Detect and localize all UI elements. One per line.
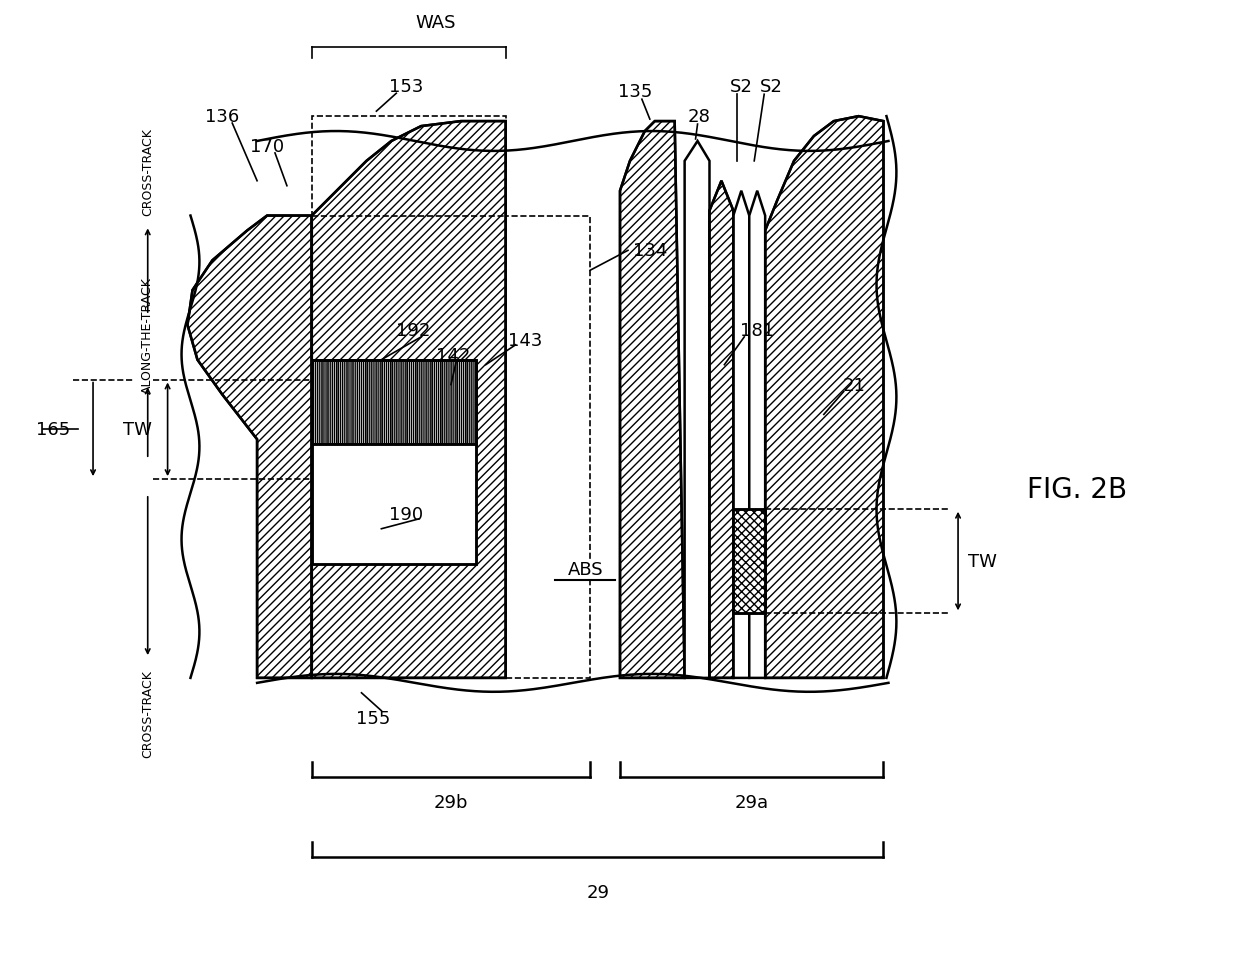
Polygon shape bbox=[311, 445, 476, 564]
Polygon shape bbox=[684, 141, 709, 678]
Bar bbox=[311, 117, 506, 216]
Polygon shape bbox=[311, 360, 476, 445]
Text: TW: TW bbox=[968, 552, 997, 571]
Text: ABS: ABS bbox=[568, 560, 603, 578]
Text: ALONG-THE-TRACK: ALONG-THE-TRACK bbox=[141, 277, 154, 393]
Text: FIG. 2B: FIG. 2B bbox=[1027, 476, 1127, 504]
Polygon shape bbox=[733, 192, 749, 678]
Polygon shape bbox=[733, 510, 765, 613]
Text: 181: 181 bbox=[740, 322, 774, 339]
Polygon shape bbox=[620, 122, 684, 678]
Text: 165: 165 bbox=[36, 421, 71, 439]
Text: 155: 155 bbox=[356, 709, 391, 727]
Text: 28: 28 bbox=[688, 108, 711, 126]
Text: S2: S2 bbox=[730, 78, 753, 96]
Text: 153: 153 bbox=[389, 78, 423, 96]
Polygon shape bbox=[311, 122, 506, 678]
Text: 134: 134 bbox=[632, 242, 667, 260]
Text: 170: 170 bbox=[250, 138, 284, 156]
Polygon shape bbox=[749, 192, 765, 678]
Text: CROSS-TRACK: CROSS-TRACK bbox=[141, 669, 154, 757]
Text: 29: 29 bbox=[587, 883, 609, 901]
Text: 21: 21 bbox=[842, 376, 866, 394]
Text: 143: 143 bbox=[508, 331, 543, 350]
Polygon shape bbox=[765, 117, 883, 678]
Text: 190: 190 bbox=[389, 505, 423, 523]
Text: 29a: 29a bbox=[734, 794, 769, 811]
Text: 192: 192 bbox=[396, 322, 430, 339]
Text: S2: S2 bbox=[760, 78, 782, 96]
Text: CROSS-TRACK: CROSS-TRACK bbox=[141, 128, 154, 215]
Text: 29b: 29b bbox=[434, 794, 469, 811]
Polygon shape bbox=[709, 181, 733, 678]
Text: 135: 135 bbox=[618, 83, 652, 101]
Text: 136: 136 bbox=[205, 108, 239, 126]
Text: WAS: WAS bbox=[415, 14, 456, 32]
Bar bbox=[311, 360, 476, 564]
Bar bbox=[506, 216, 590, 678]
Text: TW: TW bbox=[123, 421, 153, 439]
Text: 142: 142 bbox=[435, 346, 470, 364]
Polygon shape bbox=[187, 216, 311, 678]
